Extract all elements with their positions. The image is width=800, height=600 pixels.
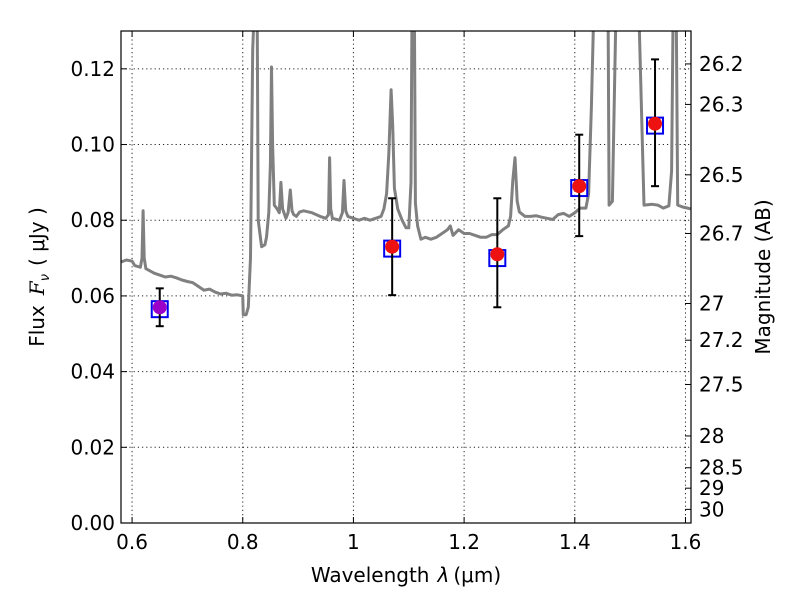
y-tick-label: 0.10 — [70, 133, 115, 157]
y-tick-label: 0.00 — [70, 511, 115, 535]
x-axis-label-text: Wavelength — [311, 563, 430, 587]
y2-tick-label: 27 — [699, 291, 724, 315]
observed-point — [572, 179, 587, 194]
y2-tick-label: 28 — [699, 424, 724, 448]
x-tick-label: 1.6 — [670, 530, 702, 554]
y2-tick-label: 26.2 — [699, 52, 744, 76]
plot-frame — [120, 30, 692, 524]
y-tick-label: 0.08 — [70, 208, 115, 232]
observed-points-group — [152, 116, 663, 315]
x-tick-label: 1.2 — [448, 530, 480, 554]
y-axis-label-prefix: Flux — [25, 305, 49, 347]
y2-tick-label: 28.5 — [699, 456, 744, 480]
observed-point — [490, 247, 505, 262]
y-tick-label: 0.12 — [70, 57, 115, 81]
model-spectrum-line — [121, 31, 691, 317]
x-axis-label-unit: (μm) — [453, 563, 501, 587]
x-tick-label: 0.6 — [116, 530, 148, 554]
y-axis-label-sub: ν — [38, 274, 53, 281]
y2-tick-label: 26.3 — [699, 92, 744, 116]
x-tick-label: 0.8 — [227, 530, 259, 554]
y-axis-label-unit: ( μJy ) — [25, 207, 49, 266]
y2-tick-label: 26.7 — [699, 221, 744, 245]
error-bars-group — [155, 58, 660, 328]
observed-point — [152, 300, 167, 315]
y-tick-label: 0.04 — [70, 360, 115, 384]
x-axis-label-symbol: λ — [437, 563, 450, 587]
x-axis-ticks: 0.6 0.8 1 1.2 1.4 1.6 — [116, 31, 701, 554]
y-tick-label: 0.06 — [70, 284, 115, 308]
y2-tick-label: 27.2 — [699, 328, 744, 352]
y2-axis-label: Magnitude (AB) — [751, 199, 775, 354]
y-axis-label: Flux Fν ( μJy ) — [25, 207, 53, 347]
model-points-group — [150, 116, 665, 319]
grid-lines — [121, 31, 691, 523]
x-tick-label: 1.4 — [559, 530, 591, 554]
y-axis-label-symbol: F — [25, 280, 49, 296]
observed-point — [648, 116, 663, 131]
x-axis-label: Wavelength λ (μm) — [311, 563, 501, 587]
y2-tick-label: 26.5 — [699, 163, 744, 187]
y-tick-label: 0.02 — [70, 435, 115, 459]
observed-point — [385, 239, 400, 254]
y2-tick-label: 27.5 — [699, 372, 744, 396]
y-axis-ticks: 0.00 0.02 0.04 0.06 0.08 0.10 0.12 — [70, 57, 127, 535]
y2-tick-label: 29 — [699, 476, 724, 500]
x-tick-label: 1 — [347, 530, 360, 554]
y2-tick-label: 30 — [699, 497, 724, 521]
